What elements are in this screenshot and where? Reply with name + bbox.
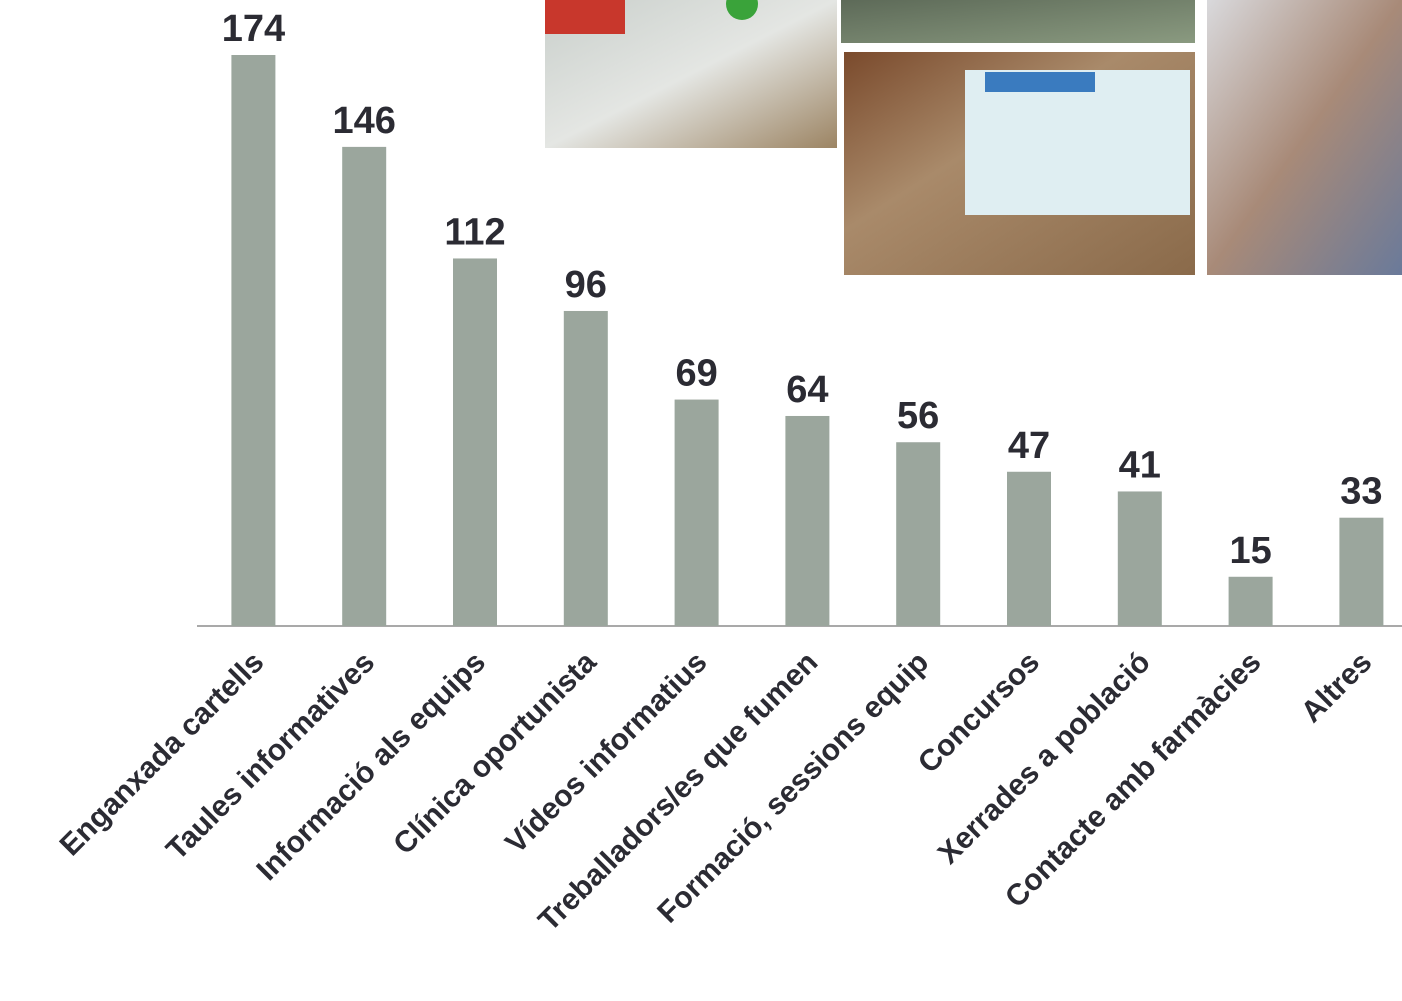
value-label: 96 bbox=[565, 264, 607, 306]
value-label: 41 bbox=[1119, 444, 1161, 486]
bar bbox=[785, 415, 830, 626]
value-label: 64 bbox=[786, 369, 828, 411]
bar bbox=[342, 146, 387, 626]
bar bbox=[231, 55, 276, 626]
photos bbox=[545, 0, 1402, 275]
bar bbox=[453, 258, 497, 626]
x-tick-label: Informació als equips bbox=[251, 646, 492, 887]
photo-screen-title bbox=[985, 72, 1095, 92]
x-tick-label: Altres bbox=[1295, 646, 1378, 729]
bar bbox=[563, 310, 608, 626]
value-label: 146 bbox=[332, 100, 395, 142]
bar bbox=[1339, 517, 1384, 626]
photo-poster bbox=[545, 0, 625, 34]
value-label: 33 bbox=[1340, 471, 1382, 513]
bar bbox=[1007, 471, 1051, 626]
value-label: 69 bbox=[675, 353, 717, 395]
photo bbox=[1207, 0, 1402, 275]
value-label: 112 bbox=[444, 211, 505, 253]
x-tick-label: Vídeos informatius bbox=[499, 646, 713, 860]
bar bbox=[1228, 576, 1273, 626]
bar bbox=[1117, 491, 1162, 626]
bar bbox=[674, 399, 719, 626]
x-tick-label: Taules informatives bbox=[160, 646, 381, 867]
photo bbox=[841, 0, 1195, 43]
x-tick-label: Clínica oportunista bbox=[387, 645, 603, 861]
value-label: 56 bbox=[897, 395, 939, 437]
value-label: 15 bbox=[1229, 530, 1271, 572]
value-label: 47 bbox=[1008, 425, 1050, 467]
bar bbox=[896, 442, 941, 626]
photo-balloon bbox=[726, 0, 758, 20]
value-label: 174 bbox=[222, 8, 285, 50]
x-tick-label: Enganxada cartells bbox=[54, 646, 271, 863]
photo-screen bbox=[965, 70, 1190, 215]
x-tick-label: Xerrades a població bbox=[932, 646, 1157, 871]
